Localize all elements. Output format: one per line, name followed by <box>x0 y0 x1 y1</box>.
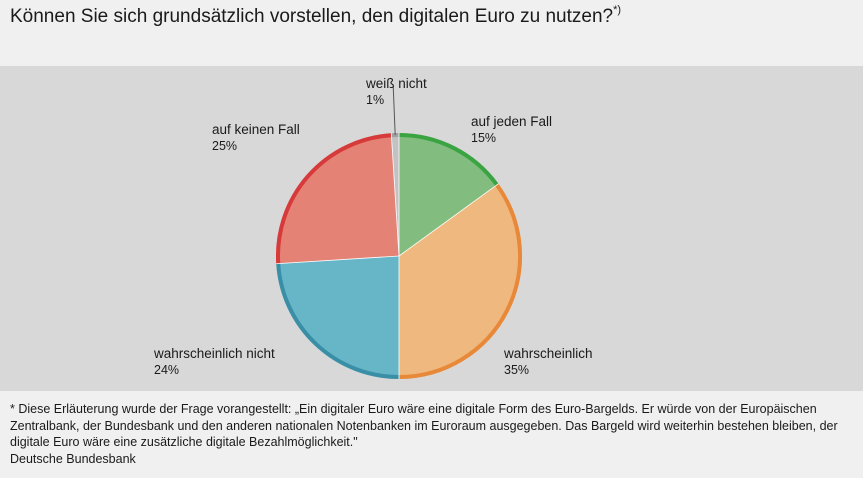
pie-slice-wahrscheinlich <box>399 183 522 379</box>
slice-label-text: wahrscheinlich <box>504 346 593 361</box>
slice-value-label: 25% <box>212 139 238 153</box>
pie-slice-auf-jeden-fall <box>399 133 499 256</box>
slice-separator <box>398 183 499 257</box>
slice-label-text: auf keinen Fall <box>212 122 300 137</box>
slice-separator <box>276 255 400 265</box>
chart-title: Können Sie sich grundsätzlich vorstellen… <box>10 4 621 28</box>
footnote: * Diese Erläuterung wurde der Frage vora… <box>10 401 850 467</box>
pie-slice-edge <box>398 133 499 187</box>
chart-title-text: Können Sie sich grundsätzlich vorstellen… <box>10 6 614 27</box>
slice-label-weiss-nicht: weiß nicht 1% <box>366 76 427 108</box>
pie-slice-edge <box>276 133 392 264</box>
slice-value-label: 15% <box>471 131 497 145</box>
slice-label-text: auf jeden Fall <box>471 114 553 129</box>
footer: * Diese Erläuterung wurde der Frage vora… <box>0 393 863 478</box>
source-label: Deutsche Bundesbank <box>10 451 136 466</box>
pie-chart <box>276 85 522 379</box>
slice-value-label: 1% <box>366 93 385 107</box>
slice-label-auf-jeden-fall: auf jeden Fall 15% <box>471 114 552 146</box>
slice-value-label: 24% <box>154 363 180 377</box>
plot-area: weiß nicht 1% auf jeden Fall 15% auf kei… <box>0 66 863 391</box>
slice-label-wahrscheinlich-nicht: wahrscheinlich nicht 24% <box>154 346 275 378</box>
pie-slice-edge <box>276 263 400 379</box>
pie-slice-wahrscheinlich-nicht <box>276 256 399 379</box>
leader-line <box>392 85 396 136</box>
slice-label-wahrscheinlich: wahrscheinlich 35% <box>504 346 593 378</box>
slice-separator <box>390 133 400 257</box>
slice-label-text: wahrscheinlich nicht <box>154 346 275 361</box>
slice-value-label: 35% <box>504 363 530 377</box>
pie-slice-auf-keinen-fall <box>276 133 399 264</box>
slice-label-text: weiß nicht <box>366 76 427 91</box>
footnote-text: * Diese Erläuterung wurde der Frage vora… <box>10 402 838 449</box>
title-bar: Können Sie sich grundsätzlich vorstellen… <box>0 0 863 64</box>
footnote-marker: *) <box>613 4 622 16</box>
slice-label-auf-keinen-fall: auf keinen Fall 25% <box>212 122 300 154</box>
pie-slice-edge <box>398 183 522 379</box>
